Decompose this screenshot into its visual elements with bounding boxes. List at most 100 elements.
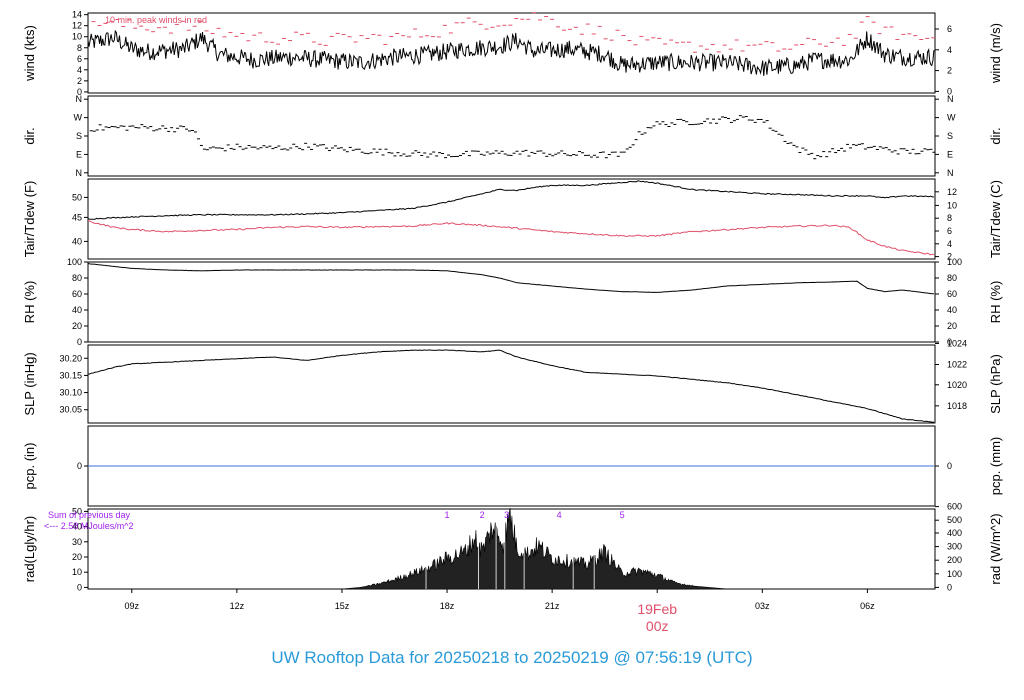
rh-rh-line bbox=[87, 263, 934, 295]
wind-ytick-left-label: 8 bbox=[77, 43, 82, 53]
rad-annotation-line2: <--- 2.58 MJoules/m^2 bbox=[44, 521, 134, 531]
rh-ytick-left-label: 80 bbox=[72, 273, 82, 283]
slp-ytick-right-label: 1024 bbox=[947, 338, 967, 348]
x-tick-label: 00z bbox=[646, 618, 669, 634]
rad-ytick-left-label: 40 bbox=[72, 522, 82, 532]
tair-tdew-line bbox=[87, 220, 935, 256]
wind-ytick-left-label: 0 bbox=[77, 87, 82, 97]
slp-ytick-left-label: 30.10 bbox=[59, 388, 82, 398]
rad-marker-label: 1 bbox=[445, 510, 450, 520]
tair-ytick-left-label: 50 bbox=[72, 192, 82, 202]
rh-ytick-right-label: 60 bbox=[947, 289, 957, 299]
tair-ylabel-right: Tair/Tdew (C) bbox=[988, 180, 1003, 258]
dir-ytick-right-label: E bbox=[947, 149, 953, 159]
rad-ytick-right-label: 0 bbox=[947, 582, 952, 592]
dir-ylabel-left: dir. bbox=[22, 127, 37, 144]
rad-ylabel-right: rad (W/m^2) bbox=[988, 513, 1003, 584]
rh-ytick-right-label: 40 bbox=[947, 305, 957, 315]
rad-marker-label: 4 bbox=[557, 510, 562, 520]
slp-ytick-right-label: 1022 bbox=[947, 360, 967, 370]
rad-ytick-right-label: 100 bbox=[947, 569, 962, 579]
rad-ytick-left-label: 50 bbox=[72, 506, 82, 516]
rad-marker-label: 5 bbox=[620, 510, 625, 520]
rad-marker-label: 2 bbox=[480, 510, 485, 520]
wind-ytick-left-label: 12 bbox=[72, 21, 82, 31]
rad-ytick-left-label: 10 bbox=[72, 567, 82, 577]
rh-ylabel-left: RH (%) bbox=[22, 281, 37, 324]
wind-ytick-right-label: 0 bbox=[947, 86, 952, 96]
dir-ytick-left-label: S bbox=[76, 131, 82, 141]
tair-ytick-right-label: 4 bbox=[947, 239, 952, 249]
rad-ytick-right-label: 300 bbox=[947, 542, 962, 552]
dir-frame bbox=[87, 95, 936, 177]
dir-ytick-right-label: N bbox=[947, 168, 954, 178]
rad-ylabel-left: rad(Lgly/hr) bbox=[22, 516, 37, 582]
x-tick-label: 03z bbox=[755, 601, 770, 611]
dir-ytick-right-label: S bbox=[947, 131, 953, 141]
rad-ytick-left-label: 0 bbox=[77, 582, 82, 592]
rad-ytick-left-label: 20 bbox=[72, 552, 82, 562]
rad-ytick-right-label: 500 bbox=[947, 515, 962, 525]
tair-frame bbox=[87, 178, 936, 260]
tair-tair-line bbox=[87, 180, 934, 220]
rad-ytick-right-label: 600 bbox=[947, 502, 962, 512]
wind-ytick-left-label: 6 bbox=[77, 54, 82, 64]
wind-ytick-right-label: 4 bbox=[947, 45, 952, 55]
tair-ytick-right-label: 8 bbox=[947, 213, 952, 223]
x-tick-label: 06z bbox=[860, 601, 875, 611]
dir-ytick-right-label: W bbox=[947, 113, 956, 123]
slp-ytick-left-label: 30.05 bbox=[59, 405, 82, 415]
pcp-ytick-right-label: 0 bbox=[947, 461, 952, 471]
slp-slp-line bbox=[87, 349, 934, 423]
slp-ytick-left-label: 30.15 bbox=[59, 370, 82, 380]
rh-ylabel-right: RH (%) bbox=[988, 281, 1003, 324]
pcp-ylabel-left: pcp. (in) bbox=[22, 443, 37, 490]
dir-ytick-left-label: N bbox=[76, 168, 83, 178]
rh-ytick-right-label: 100 bbox=[947, 257, 962, 267]
footer-title: UW Rooftop Data for 20250218 to 20250219… bbox=[271, 648, 753, 667]
rh-frame bbox=[87, 261, 936, 343]
wind-ytick-right-label: 6 bbox=[947, 24, 952, 34]
x-tick-label: 21z bbox=[545, 601, 560, 611]
tair-ytick-left-label: 45 bbox=[72, 212, 82, 222]
slp-ytick-left-label: 30.20 bbox=[59, 353, 82, 363]
tair-ylabel-left: Tair/Tdew (F) bbox=[22, 181, 37, 258]
tair-ytick-right-label: 12 bbox=[947, 187, 957, 197]
rh-ytick-right-label: 0 bbox=[947, 337, 952, 347]
tair-ytick-right-label: 2 bbox=[947, 252, 952, 262]
rad-ytick-left-label: 30 bbox=[72, 537, 82, 547]
wind-ytick-left-label: 2 bbox=[77, 76, 82, 86]
rh-ytick-left-label: 20 bbox=[72, 321, 82, 331]
rh-ytick-left-label: 60 bbox=[72, 289, 82, 299]
rad-ytick-right-label: 200 bbox=[947, 555, 962, 565]
wind-frame bbox=[87, 12, 936, 94]
dir-ytick-right-label: N bbox=[947, 94, 954, 104]
wind-ylabel-right: wind (m/s) bbox=[988, 23, 1003, 84]
wind-annotation: 10 min. peak winds in red bbox=[105, 15, 207, 25]
dir-ytick-left-label: W bbox=[74, 113, 83, 123]
pcp-ylabel-right: pcp. (mm) bbox=[988, 437, 1003, 496]
x-day-label: 19Feb bbox=[637, 601, 677, 617]
wind-mean-line bbox=[87, 29, 935, 76]
rh-ytick-right-label: 20 bbox=[947, 321, 957, 331]
x-tick-label: 12z bbox=[230, 601, 245, 611]
pcp-ytick-left-label: 0 bbox=[77, 461, 82, 471]
rad-annotation-line1: Sum of previous day bbox=[48, 510, 131, 520]
x-tick-label: 18z bbox=[440, 601, 455, 611]
tair-ytick-right-label: 6 bbox=[947, 226, 952, 236]
slp-ylabel-right: SLP (hPa) bbox=[988, 354, 1003, 414]
slp-ylabel-left: SLP (inHg) bbox=[22, 352, 37, 415]
wind-ytick-left-label: 14 bbox=[72, 10, 82, 20]
rh-ytick-left-label: 40 bbox=[72, 305, 82, 315]
x-tick-label: 15z bbox=[335, 601, 350, 611]
rad-area bbox=[341, 508, 728, 590]
x-tick-label: 09z bbox=[125, 601, 140, 611]
wind-ytick-left-label: 10 bbox=[72, 32, 82, 42]
rad-ytick-right-label: 400 bbox=[947, 528, 962, 538]
rad-marker-label: 3 bbox=[504, 510, 509, 520]
wind-ytick-right-label: 2 bbox=[947, 66, 952, 76]
dir-ytick-left-label: E bbox=[76, 149, 82, 159]
wind-ylabel-left: wind (kts) bbox=[22, 25, 37, 82]
tair-ytick-right-label: 10 bbox=[947, 200, 957, 210]
